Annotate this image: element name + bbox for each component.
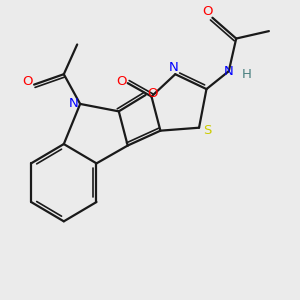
Text: N: N bbox=[224, 65, 234, 78]
Text: O: O bbox=[203, 5, 213, 18]
Text: O: O bbox=[147, 87, 157, 100]
Text: H: H bbox=[242, 68, 251, 81]
Text: N: N bbox=[69, 98, 79, 110]
Text: O: O bbox=[116, 75, 126, 88]
Text: N: N bbox=[169, 61, 179, 74]
Text: O: O bbox=[22, 75, 33, 88]
Text: S: S bbox=[203, 124, 212, 137]
